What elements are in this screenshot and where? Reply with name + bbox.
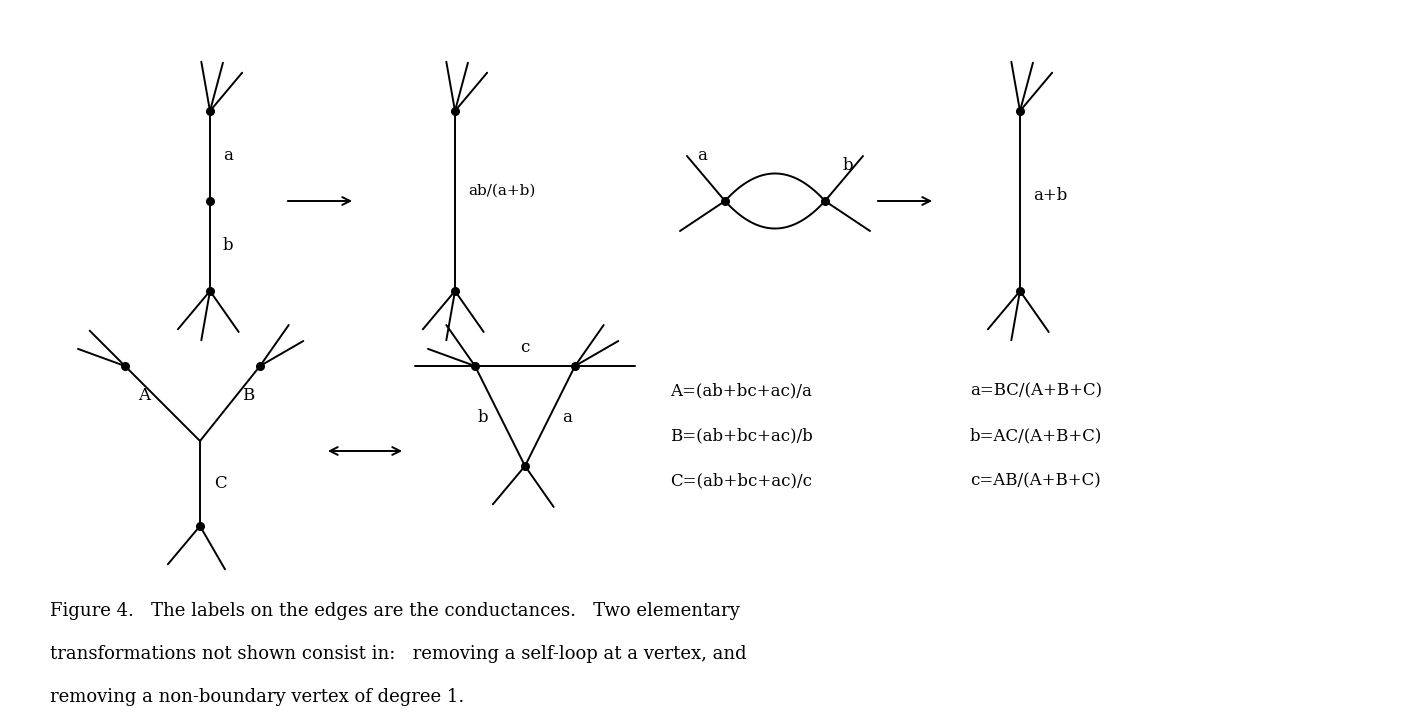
Text: c: c: [520, 339, 530, 356]
Text: C: C: [214, 475, 226, 492]
Text: Figure 4.   The labels on the edges are the conductances.   Two elementary: Figure 4. The labels on the edges are th…: [50, 602, 739, 620]
Text: C=(ab+bc+ac)/c: C=(ab+bc+ac)/c: [671, 473, 812, 489]
Text: ab/(a+b): ab/(a+b): [468, 184, 535, 198]
Text: a: a: [224, 147, 234, 165]
Text: b=AC/(A+B+C): b=AC/(A+B+C): [970, 428, 1102, 444]
Text: b: b: [843, 158, 853, 174]
Text: a: a: [698, 147, 706, 165]
Text: A: A: [138, 387, 150, 404]
Text: B: B: [242, 387, 255, 404]
Text: a+b: a+b: [1032, 187, 1068, 205]
Text: c=AB/(A+B+C): c=AB/(A+B+C): [970, 473, 1101, 489]
Text: b: b: [224, 237, 234, 255]
Text: a: a: [562, 409, 572, 426]
Text: b: b: [477, 409, 488, 426]
Text: a=BC/(A+B+C): a=BC/(A+B+C): [970, 383, 1102, 399]
Text: removing a non-boundary vertex of degree 1.: removing a non-boundary vertex of degree…: [50, 688, 464, 706]
Text: A=(ab+bc+ac)/a: A=(ab+bc+ac)/a: [671, 383, 812, 399]
Text: B=(ab+bc+ac)/b: B=(ab+bc+ac)/b: [671, 428, 813, 444]
Text: transformations not shown consist in:   removing a self-loop at a vertex, and: transformations not shown consist in: re…: [50, 645, 746, 663]
